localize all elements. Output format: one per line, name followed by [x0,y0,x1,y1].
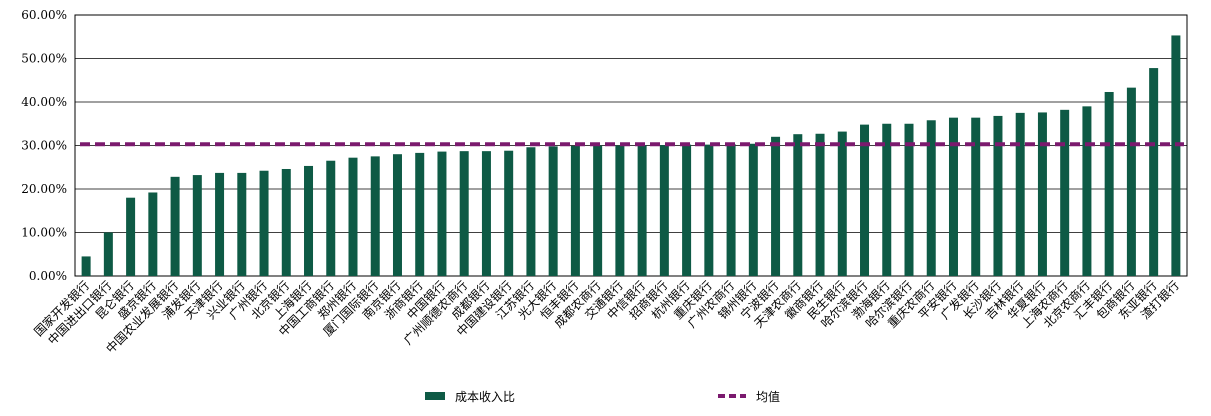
bar [304,165,314,276]
bar [437,151,447,276]
bar [237,172,247,276]
bar [748,143,758,276]
bar [1126,87,1136,277]
bar [348,157,358,276]
bar [860,124,870,277]
bar [392,154,402,276]
bar [1015,112,1025,276]
bar [726,144,736,276]
bar [415,152,425,276]
bar [548,146,558,276]
bar [593,145,603,276]
bar [882,123,892,276]
y-tick-label: 40.00% [21,95,67,109]
bar [637,145,647,276]
bar [103,232,113,276]
bar [837,131,847,276]
bar [459,151,469,276]
bar [126,197,136,276]
y-tick-label: 20.00% [21,182,67,196]
bar [904,123,914,276]
bar [682,144,692,276]
bar [192,175,202,276]
bar [659,145,669,276]
bar [1060,109,1070,276]
bar [215,172,225,276]
y-tick-label: 30.00% [21,139,67,153]
bar [704,144,714,276]
bar [1104,91,1114,277]
bar [281,168,291,276]
bar [148,192,158,276]
bar [1149,68,1159,276]
legend-label: 成本收入比 [455,390,515,404]
y-tick-label: 60.00% [21,8,67,22]
bar [81,256,91,276]
bar [926,120,936,277]
bar [993,115,1003,276]
bar [815,133,825,276]
y-tick-label: 0.00% [29,269,67,283]
legend-label: 均值 [756,389,780,404]
bar [481,151,491,276]
bar [259,170,269,276]
bar [1082,106,1092,276]
bar [170,176,180,276]
bar [971,117,981,276]
bar [326,160,336,276]
bar [526,147,536,276]
bar [1171,35,1181,276]
bar [793,134,803,276]
bar [615,145,625,276]
bar [1037,112,1047,276]
bar [948,117,958,276]
y-tick-label: 50.00% [21,52,67,66]
bar [771,136,781,276]
bar [370,156,380,276]
y-tick-label: 10.00% [21,226,67,240]
bar [504,150,514,276]
legend-swatch [425,392,445,400]
bar [570,145,580,276]
